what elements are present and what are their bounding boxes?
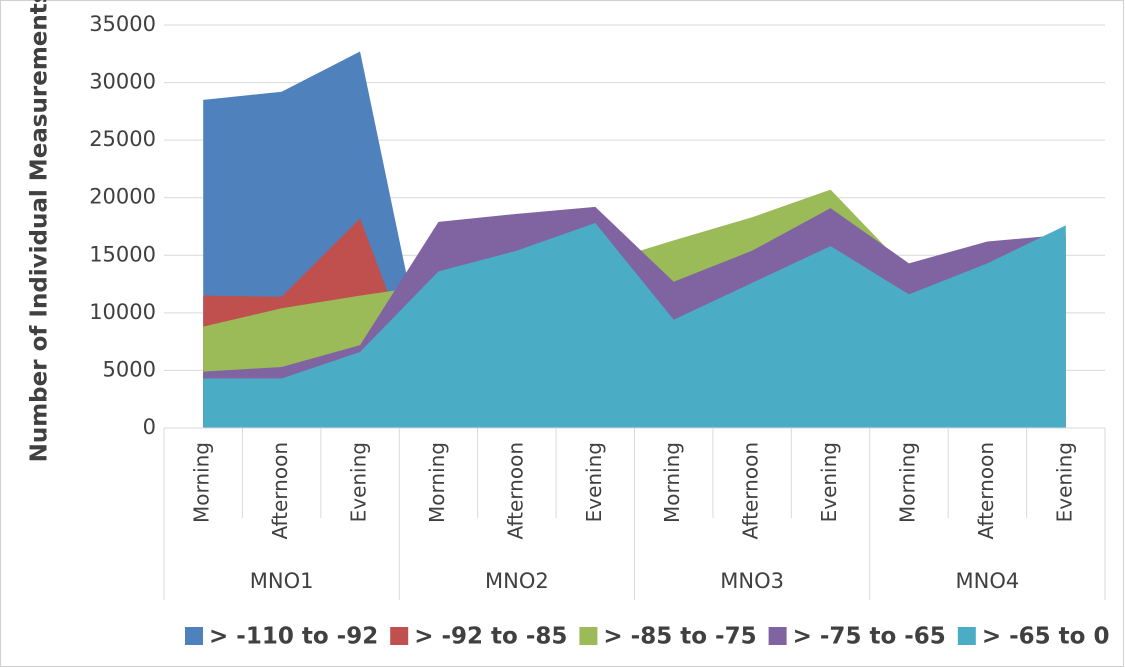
legend-label: > -75 to -65 bbox=[793, 624, 946, 650]
group-label: MNO4 bbox=[956, 569, 1020, 593]
y-tick-label: 30000 bbox=[89, 70, 156, 94]
y-tick-label: 5000 bbox=[103, 357, 156, 381]
legend-swatch bbox=[957, 627, 976, 645]
x-tick-label: Morning bbox=[425, 442, 449, 523]
x-tick-label: Evening bbox=[347, 442, 371, 522]
y-tick-label: 20000 bbox=[89, 185, 156, 209]
y-tick-label: 15000 bbox=[89, 242, 156, 266]
legend-swatch bbox=[185, 627, 203, 645]
x-tick-label: Evening bbox=[582, 442, 606, 522]
legend-label: > -110 to -92 bbox=[209, 624, 378, 650]
x-tick-label: Evening bbox=[1052, 442, 1076, 522]
legend-label: > -92 to -85 bbox=[414, 624, 567, 650]
x-tick-label: Morning bbox=[660, 442, 684, 523]
x-tick-label: Evening bbox=[817, 442, 841, 522]
x-tick-label: Afternoon bbox=[974, 442, 998, 540]
group-label: MNO2 bbox=[485, 569, 549, 593]
y-tick-label: 35000 bbox=[89, 12, 156, 36]
x-tick-label: Afternoon bbox=[503, 442, 527, 540]
legend-swatch bbox=[768, 627, 787, 645]
area bbox=[203, 223, 1066, 428]
legend-label: > -65 to 0 bbox=[982, 624, 1110, 650]
y-tick-label: 10000 bbox=[89, 300, 156, 324]
group-label: MNO1 bbox=[250, 569, 314, 593]
x-tick-label: Morning bbox=[190, 442, 214, 523]
legend-swatch bbox=[579, 627, 598, 645]
y-tick-label: 0 bbox=[143, 415, 156, 439]
x-tick-label: Afternoon bbox=[268, 442, 292, 540]
legend-label: > -85 to -75 bbox=[603, 624, 756, 650]
y-axis-title: Number of Individual Measurements bbox=[27, 0, 53, 462]
x-tick-label: Morning bbox=[895, 442, 919, 523]
group-label: MNO3 bbox=[720, 569, 784, 593]
legend-swatch bbox=[390, 627, 409, 645]
y-tick-label: 25000 bbox=[89, 127, 156, 151]
x-tick-label: Afternoon bbox=[739, 442, 763, 540]
